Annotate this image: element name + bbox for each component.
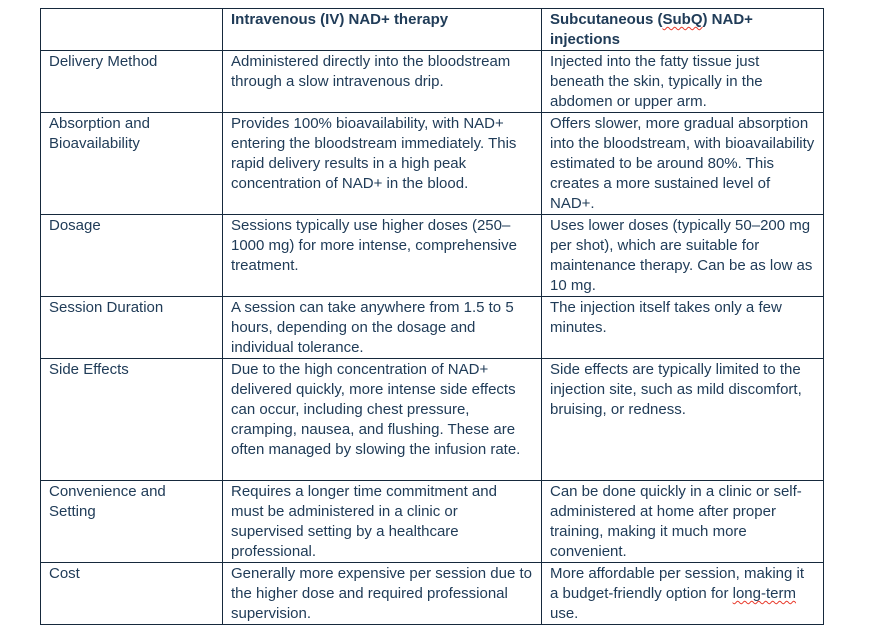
row-label: Dosage [40, 214, 223, 297]
spellcheck-flagged-word: long-term [732, 585, 796, 602]
iv-cell: Sessions typically use higher doses (250… [222, 214, 542, 297]
header-row: Intravenous (IV) NAD+ therapy Subcutaneo… [40, 8, 824, 51]
row-label: Convenience and Setting [40, 480, 223, 563]
iv-cell: Due to the high concentration of NAD+ de… [222, 358, 542, 481]
table-row-session-duration: Session Duration A session can take anyw… [40, 296, 824, 359]
spellcheck-flagged-word: SubQ [662, 11, 703, 28]
subq-cell: More affordable per session, making it a… [541, 562, 824, 625]
iv-cell: Generally more expensive per session due… [222, 562, 542, 625]
header-text-pre: Subcutaneous ( [550, 11, 663, 28]
subq-text-post: use. [550, 605, 579, 622]
row-label: Delivery Method [40, 50, 223, 113]
subq-cell: Side effects are typically limited to th… [541, 358, 824, 481]
table-row-side-effects: Side Effects Due to the high concentrati… [40, 358, 824, 481]
table-row-absorption-bioavailability: Absorption and Bioavailability Provides … [40, 112, 824, 215]
row-label: Absorption and Bioavailability [40, 112, 223, 215]
iv-cell: Provides 100% bioavailability, with NAD+… [222, 112, 542, 215]
table-row-cost: Cost Generally more expensive per sessio… [40, 562, 824, 625]
subq-text-pre: More affordable per session, making it a… [550, 565, 805, 602]
iv-cell: A session can take anywhere from 1.5 to … [222, 296, 542, 359]
row-label: Side Effects [40, 358, 223, 481]
comparison-table: Intravenous (IV) NAD+ therapy Subcutaneo… [40, 8, 824, 625]
row-label: Cost [40, 562, 223, 625]
table-row-convenience-setting: Convenience and Setting Requires a longe… [40, 480, 824, 563]
header-text-post: ) NAD+ injections [550, 11, 753, 48]
subq-cell: Offers slower, more gradual absorption i… [541, 112, 824, 215]
subq-cell: The injection itself takes only a few mi… [541, 296, 824, 359]
header-cell-subq-injections: Subcutaneous (SubQ) NAD+ injections [541, 8, 824, 51]
table-row-dosage: Dosage Sessions typically use higher dos… [40, 214, 824, 297]
iv-cell: Administered directly into the bloodstre… [222, 50, 542, 113]
subq-cell: Can be done quickly in a clinic or self-… [541, 480, 824, 563]
row-label: Session Duration [40, 296, 223, 359]
header-cell-empty [40, 8, 223, 51]
subq-cell: Injected into the fatty tissue just bene… [541, 50, 824, 113]
header-cell-iv-therapy: Intravenous (IV) NAD+ therapy [222, 8, 542, 51]
iv-cell: Requires a longer time commitment and mu… [222, 480, 542, 563]
table-row-delivery-method: Delivery Method Administered directly in… [40, 50, 824, 113]
subq-cell: Uses lower doses (typically 50–200 mg pe… [541, 214, 824, 297]
